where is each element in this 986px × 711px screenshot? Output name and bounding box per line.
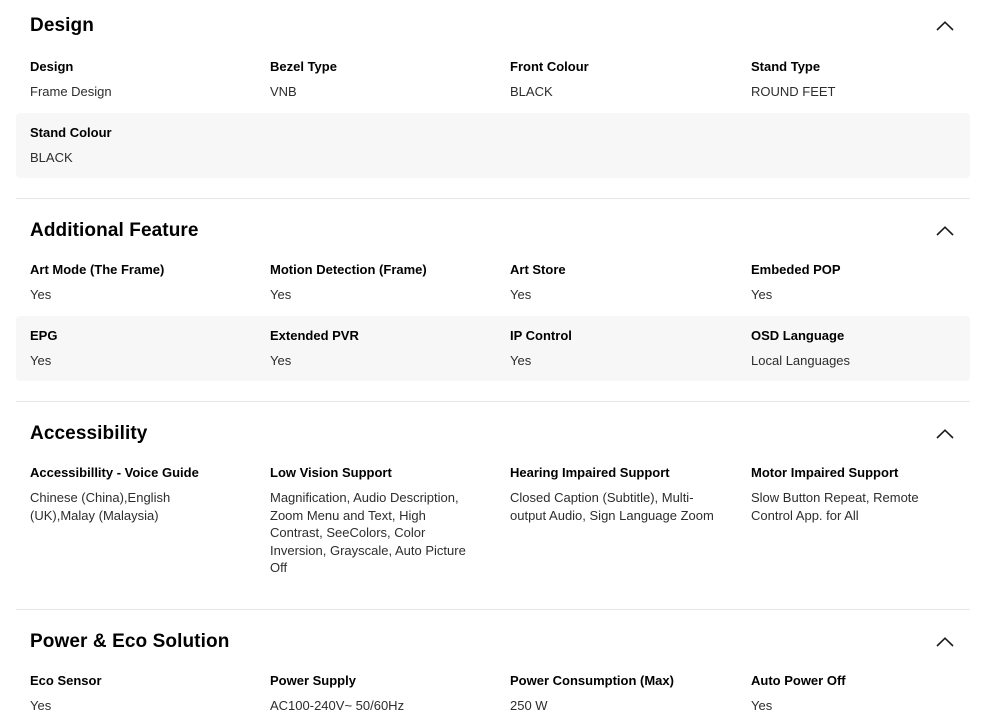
section-title: Design (30, 15, 94, 36)
spec-item-value: ROUND FEET (751, 84, 836, 99)
spec-item-label: Hearing Impaired Support (510, 465, 670, 480)
spec-item-extended-pvr: Extended PVR Yes (270, 328, 510, 370)
spec-item-label: Design (30, 59, 74, 74)
spec-item-label: Art Mode (The Frame) (30, 262, 165, 277)
spec-row: Eco Sensor Yes Power Supply AC100-240V~ 50/… (16, 661, 970, 711)
spec-item-label: Power Supply (270, 672, 356, 688)
spec-item-value: Yes (510, 287, 532, 302)
spec-item-label: Motor Impaired Support (751, 465, 899, 480)
chevron-up-icon (936, 21, 954, 31)
spec-item-value: AC100-240V~ 50/60Hz (270, 697, 405, 711)
spec-item-label: Eco Sensor (30, 672, 102, 688)
spec-item-value: Yes (751, 697, 773, 711)
spec-item-label: Accessibillity - Voice Guide (30, 465, 199, 480)
spec-row: EPG Yes Extended PVR Yes IP Control Yes OSD La… (16, 315, 970, 381)
spec-item-embeded-pop: Embeded POP Yes (751, 262, 956, 304)
spec-item-value: BLACK (510, 84, 553, 99)
chevron-up-icon (936, 429, 954, 439)
spec-item-value: Yes (510, 352, 532, 368)
section-rows: Design Frame Design Bezel Type VNB Front Col… (16, 47, 970, 178)
spec-item-label: Bezel Type (270, 59, 337, 74)
section-header: Power & Eco Solution (16, 610, 970, 653)
section-rows: Accessibillity - Voice Guide Chinese (Chi… (16, 453, 970, 589)
spec-item-label: Power Consumption (Max) (510, 672, 674, 688)
section-header: Accessibility (16, 402, 970, 445)
spec-section-power-eco-solution: Power & Eco Solution Eco Sensor Yes Power S… (16, 608, 970, 711)
spec-item-power-supply: Power Supply AC100-240V~ 50/60Hz (270, 673, 510, 711)
spec-item-value: Yes (30, 352, 52, 368)
spec-item-hearing-impaired-support: Hearing Impaired Support Closed Caption (… (510, 465, 751, 577)
spec-item-stand-type: Stand Type ROUND FEET (751, 59, 956, 101)
section-collapse-button[interactable] (934, 19, 956, 33)
spec-item-ip-control: IP Control Yes (510, 328, 751, 370)
spec-item-label: Embeded POP (751, 262, 841, 277)
spec-row: Design Frame Design Bezel Type VNB Front Col… (16, 47, 970, 113)
section-header: Design (16, 0, 970, 37)
spec-section-accessibility: Accessibility Accessibillity - Voice Guid… (16, 401, 970, 609)
spec-item-label: Auto Power Off (751, 672, 846, 688)
section-title: Accessibility (30, 423, 148, 444)
spec-row: Art Mode (The Frame) Yes Motion Detection … (16, 250, 970, 316)
section-rows: Eco Sensor Yes Power Supply AC100-240V~ 50/… (16, 661, 970, 711)
spec-item-value: Frame Design (30, 84, 112, 99)
spec-item-value: Magnification, Audio Description, Zoom M… (270, 490, 466, 575)
chevron-up-icon (936, 226, 954, 236)
spec-item-value: Yes (751, 287, 773, 302)
spec-item-art-mode-the-frame: Art Mode (The Frame) Yes (30, 262, 270, 304)
section-header: Additional Feature (16, 199, 970, 242)
spec-section-design: Design Design Frame Design Bezel Type VNB Fro… (16, 0, 970, 198)
spec-item-value: 250 W (510, 697, 548, 711)
spec-item-osd-language: OSD Language Local Languages (751, 328, 956, 370)
spec-item-value: BLACK (30, 149, 73, 165)
spec-item-label: Front Colour (510, 59, 589, 74)
spec-item-label: Motion Detection (Frame) (270, 262, 427, 277)
spec-item-label: OSD Language (751, 327, 845, 343)
spec-item-art-store: Art Store Yes (510, 262, 751, 304)
spec-item-label: Stand Type (751, 59, 821, 74)
spec-item-label: Art Store (510, 262, 566, 277)
spec-item-label: Stand Colour (30, 124, 112, 140)
spec-item-epg: EPG Yes (30, 328, 270, 370)
spec-section-additional-feature: Additional Feature Art Mode (The Frame) Ye… (16, 198, 970, 401)
spec-item-low-vision-support: Low Vision Support Magnification, Audio D… (270, 465, 510, 577)
chevron-up-icon (936, 636, 954, 647)
spec-item-label: EPG (30, 327, 58, 343)
spec-item-value: Yes (30, 287, 52, 302)
spec-item-value: Yes (30, 697, 52, 711)
spec-item-value: Yes (270, 287, 292, 302)
spec-row: Accessibillity - Voice Guide Chinese (Chi… (16, 453, 970, 589)
spec-item-motion-detection-frame: Motion Detection (Frame) Yes (270, 262, 510, 304)
spec-item-eco-sensor: Eco Sensor Yes (30, 673, 270, 711)
section-collapse-button[interactable] (934, 427, 956, 441)
spec-sections: Design Design Frame Design Bezel Type VNB Fro… (16, 0, 970, 711)
spec-item-label: IP Control (510, 327, 572, 343)
section-collapse-button[interactable] (934, 224, 956, 238)
spec-item-value: VNB (270, 84, 297, 99)
spec-item-value: Local Languages (751, 352, 851, 368)
section-title: Power & Eco Solution (30, 630, 230, 652)
spec-item-stand-colour: Stand Colour BLACK (30, 125, 270, 167)
spec-row: Stand Colour BLACK (16, 112, 970, 178)
section-title: Additional Feature (30, 220, 199, 241)
spec-item-auto-power-off: Auto Power Off Yes (751, 673, 956, 711)
spec-item-bezel-type: Bezel Type VNB (270, 59, 510, 101)
spec-item-value: Slow Button Repeat, Remote Control App. … (751, 490, 919, 523)
spec-item-design: Design Frame Design (30, 59, 270, 101)
spec-item-value: Yes (270, 352, 292, 368)
spec-item-label: Low Vision Support (270, 465, 392, 480)
spec-item-power-consumption-max: Power Consumption (Max) 250 W (510, 673, 751, 711)
section-collapse-button[interactable] (934, 635, 956, 649)
spec-item-accessibillity-voice-guide: Accessibillity - Voice Guide Chinese (Chi… (30, 465, 270, 577)
spec-item-front-colour: Front Colour BLACK (510, 59, 751, 101)
spec-item-motor-impaired-support: Motor Impaired Support Slow Button Repeat… (751, 465, 956, 577)
spec-item-value: Closed Caption (Subtitle), Multi-output … (510, 490, 714, 523)
spec-item-value: Chinese (China),English (UK),Malay (Mala… (30, 490, 171, 523)
spec-item-label: Extended PVR (270, 327, 359, 343)
section-rows: Art Mode (The Frame) Yes Motion Detection … (16, 250, 970, 381)
